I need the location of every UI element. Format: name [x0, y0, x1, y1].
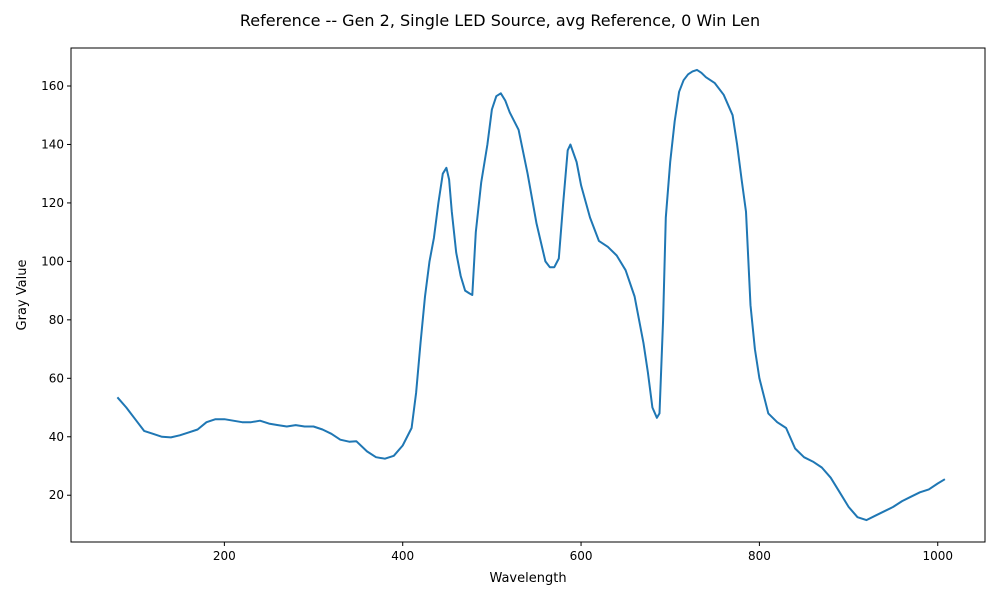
y-axis-label: Gray Value — [15, 260, 30, 331]
x-tick-label: 800 — [748, 549, 771, 563]
y-tick-label: 120 — [41, 196, 64, 210]
x-tick-label: 600 — [570, 549, 593, 563]
y-tick-label: 160 — [41, 79, 64, 93]
x-axis: 200 400 600 800 1000 — [213, 542, 953, 563]
x-tick-label: 400 — [391, 549, 414, 563]
y-tick-label: 60 — [49, 371, 64, 385]
series-line — [116, 68, 946, 522]
y-tick-label: 100 — [41, 254, 64, 268]
chart-title: Reference -- Gen 2, Single LED Source, a… — [240, 11, 760, 30]
y-axis: 20 40 60 80 100 120 140 160 — [41, 79, 71, 502]
y-tick-label: 40 — [49, 430, 64, 444]
x-tick-label: 200 — [213, 549, 236, 563]
axes-frame — [70, 47, 986, 543]
x-tick-label: 1000 — [922, 549, 953, 563]
y-tick-label: 20 — [49, 488, 64, 502]
x-axis-label: Wavelength — [489, 571, 566, 586]
plot-area: 200 400 600 800 1000 20 40 60 80 100 120 140 160 — [41, 47, 986, 563]
y-tick-label: 80 — [49, 313, 64, 327]
y-tick-label: 140 — [41, 137, 64, 151]
